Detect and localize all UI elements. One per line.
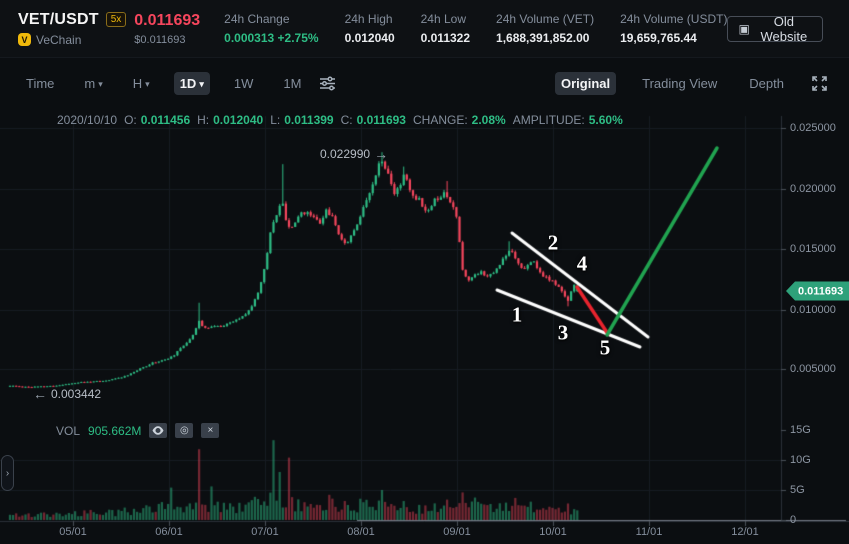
stat-value: 0.000313 +2.75% <box>224 31 319 45</box>
ohlc-item-value: 0.011399 <box>284 113 334 127</box>
last-price-tag: 0.011693 <box>786 281 849 301</box>
ohlc-item-label: AMPLITUDE: <box>512 113 585 127</box>
interval-m[interactable]: m ▾ <box>78 72 108 95</box>
ohlc-item-label: L: <box>270 113 281 127</box>
y-axis-label-0: 0 <box>790 514 797 526</box>
chart-mode-original[interactable]: Original <box>555 71 617 95</box>
close-icon[interactable]: × <box>201 423 220 438</box>
x-axis-label-12-01: 12/01 <box>731 526 759 538</box>
interval-time: Time <box>20 72 60 95</box>
x-axis-label-11-01: 11/01 <box>635 526 663 538</box>
interval-h[interactable]: H ▾ <box>127 72 156 95</box>
ohlc-item-value: 2.08% <box>471 113 506 127</box>
ohlc-item-value: 5.60% <box>588 113 623 127</box>
y-axis-label-0-020000: 0.020000 <box>790 183 836 195</box>
ohlc-info-bar: 2020/10/10 O: 0.011456 H: 0.012040 L: 0.01139… <box>57 113 623 127</box>
window-icon: ▣ <box>738 21 750 36</box>
vol-value: 905.662M <box>88 423 142 438</box>
vechain-coin-icon: V <box>18 33 31 46</box>
stat-value: 1,688,391,852.00 <box>496 31 590 45</box>
interval-1w[interactable]: 1W <box>228 72 260 95</box>
chart-area: 2020/10/10 O: 0.011456 H: 0.012040 L: 0.01139… <box>0 108 849 544</box>
price-volume-chart-canvas[interactable] <box>0 108 849 544</box>
interval-1m[interactable]: 1M <box>277 72 307 95</box>
ohlc-item-label: C: <box>340 113 353 127</box>
ohlc-amplitude: AMPLITUDE: 5.60% <box>513 113 623 127</box>
chart-mode-trading-view[interactable]: Trading View <box>636 72 723 95</box>
x-axis-label-08-01: 08/01 <box>347 526 375 538</box>
ohlc-change: CHANGE: 2.08% <box>413 113 506 127</box>
expand-pane-chevron-icon[interactable]: › <box>1 455 14 491</box>
peak-price-annotation: 0.022990 → <box>320 146 389 162</box>
stat-24h-low: 24h Low 0.011322 <box>421 12 470 45</box>
x-axis-label-09-01: 09/01 <box>443 526 471 538</box>
target-settings-icon[interactable]: ◎ <box>175 423 194 438</box>
x-axis-label-07-01: 07/01 <box>251 526 279 538</box>
y-axis-label-0-025000: 0.025000 <box>790 122 836 134</box>
ohlc-item-value: 0.011456 <box>140 113 191 127</box>
usd-price: $0.011693 <box>134 33 186 46</box>
chart-mode-depth[interactable]: Depth <box>743 72 790 95</box>
y-axis-label-0-005000: 0.005000 <box>790 363 836 375</box>
stat-24h-high: 24h High 0.012040 <box>345 12 395 45</box>
y-axis-label-0-015000: 0.015000 <box>790 243 836 255</box>
ohlc-item-label: H: <box>197 113 210 127</box>
ohlc-item-value: 0.011693 <box>356 113 406 127</box>
stat-24h-volume-usdt: 24h Volume (USDT) 19,659,765.44 <box>620 12 727 45</box>
ohlc-item-label: CHANGE: <box>412 113 468 127</box>
chevron-down-icon: ▾ <box>199 78 204 89</box>
leverage-badge: 5x <box>105 12 127 27</box>
x-axis-label-05-01: 05/01 <box>59 526 87 538</box>
interval-buttons: Time m ▾ H ▾ 1D ▾ 1W 1M <box>20 71 307 95</box>
x-axis-label-10-01: 10/01 <box>539 526 567 538</box>
ohlc-item-value: 0.012040 <box>213 113 264 127</box>
ohlc-l: L: 0.011399 <box>270 113 333 127</box>
stat-value: 0.012040 <box>344 31 395 45</box>
vol-label: VOL <box>56 423 81 438</box>
arrow-left-icon: ← <box>33 386 47 402</box>
y-axis-label-10g: 10G <box>790 454 811 466</box>
indicator-settings-icon[interactable] <box>317 74 338 93</box>
volume-indicator-row: VOL 905.662M ◎ × <box>56 423 220 438</box>
chart-mode-buttons: Original Trading View Depth <box>555 71 829 95</box>
interval-1d[interactable]: 1D ▾ <box>173 71 210 95</box>
stat-value: 19,659,765.44 <box>620 31 697 45</box>
stat-label: 24h Volume (USDT) <box>620 12 728 26</box>
price-block: 0.011693 $0.011693 <box>134 12 200 46</box>
ohlc-c: C: 0.011693 <box>341 113 406 127</box>
stat-label: 24h Low <box>420 12 466 26</box>
ohlc-item-label: O: <box>124 113 137 127</box>
coin-name: VeChain <box>36 32 82 47</box>
ticker-stats: 24h Change 0.000313 +2.75% 24h High 0.01204… <box>224 12 727 45</box>
y-axis-label-15g: 15G <box>790 424 811 436</box>
chevron-down-icon: ▾ <box>145 78 150 89</box>
arrow-right-icon: → <box>374 146 389 162</box>
ohlc-date: 2020/10/10 <box>57 113 118 127</box>
y-axis-label-0-010000: 0.010000 <box>790 304 836 316</box>
eye-icon[interactable] <box>149 423 168 438</box>
pair-symbol: VET/USDT <box>18 10 99 28</box>
stat-24h-change: 24h Change 0.000313 +2.75% <box>224 12 318 45</box>
base-price-annotation: ← 0.003442 <box>33 386 102 402</box>
old-website-label: Old Website <box>760 13 808 44</box>
stat-label: 24h High <box>344 12 393 26</box>
chart-toolbar: Time m ▾ H ▾ 1D ▾ 1W 1M Original Trading View Dept… <box>0 58 849 108</box>
pair-block: VET/USDT 5x V VeChain <box>18 10 127 47</box>
stat-24h-volume-vet: 24h Volume (VET) 1,688,391,852.00 <box>496 12 594 45</box>
ohlc-o: O: 0.011456 <box>124 113 190 127</box>
chevron-down-icon: ▾ <box>98 78 103 89</box>
ohlc-h: H: 0.012040 <box>197 113 263 127</box>
stat-value: 0.011322 <box>420 31 471 45</box>
stat-label: 24h Change <box>224 12 290 26</box>
last-price: 0.011693 <box>134 11 201 29</box>
pair-header: VET/USDT 5x V VeChain 0.011693 $0.011693… <box>0 0 849 58</box>
y-axis-label-5g: 5G <box>790 484 805 496</box>
x-axis-label-06-01: 06/01 <box>155 526 183 538</box>
stat-label: 24h Volume (VET) <box>496 12 595 26</box>
fullscreen-icon[interactable] <box>810 74 829 93</box>
old-website-button[interactable]: ▣ Old Website <box>727 13 823 44</box>
